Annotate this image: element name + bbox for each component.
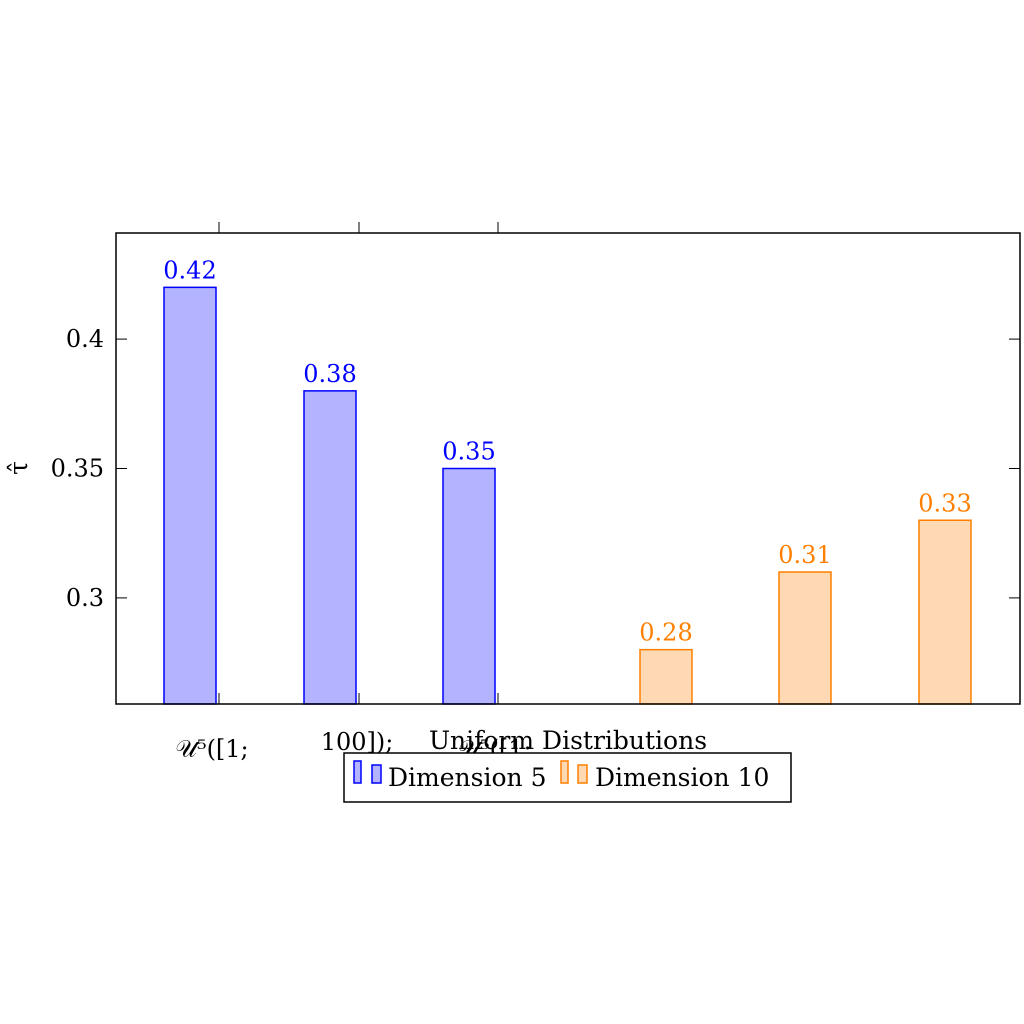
y-tick-label-3: 0.4	[66, 325, 104, 353]
bar-series2-2	[778, 571, 832, 705]
bar-series2-1	[639, 648, 693, 705]
x-axis-label: Uniform Distributions	[429, 726, 707, 755]
legend-swatch-dim10-a	[560, 760, 569, 784]
data-label-series2-3: 0.33	[918, 489, 971, 517]
y-tick-label-1: 0.3	[66, 584, 104, 612]
legend-label-dim10: Dimension 10	[595, 763, 769, 792]
data-label-series1-1: 0.42	[163, 256, 216, 284]
bar-series1-3	[442, 467, 496, 705]
data-label-series2-1: 0.28	[639, 619, 692, 647]
legend-swatch-dim5-b	[371, 764, 382, 784]
data-label-series2-2: 0.31	[778, 541, 831, 569]
plot-frame	[115, 232, 1021, 705]
x-tick-label-1: 𝒰⁵([1;	[175, 735, 248, 763]
legend-swatch-dim10-b	[577, 764, 588, 784]
bar-series1-2	[303, 390, 357, 705]
x-tick-label-2: 100]);	[321, 728, 394, 756]
ticks-group: 0.3 0.35 0.4	[51, 222, 1020, 704]
y-axis-label: τ̂	[4, 461, 33, 475]
legend: Dimension 5 Dimension 10	[343, 752, 792, 803]
data-labels-group: 0.42 0.38 0.35 0.28 0.31 0.33	[163, 256, 971, 646]
bars-group	[163, 286, 972, 705]
data-label-series1-3: 0.35	[442, 438, 495, 466]
bar-series2-3	[918, 519, 972, 705]
bar-series1-1	[163, 286, 217, 705]
y-tick-label-2: 0.35	[51, 455, 104, 483]
legend-label-dim5: Dimension 5	[388, 763, 546, 792]
data-label-series1-2: 0.38	[303, 360, 356, 388]
legend-swatch-dim5-a	[353, 760, 362, 784]
